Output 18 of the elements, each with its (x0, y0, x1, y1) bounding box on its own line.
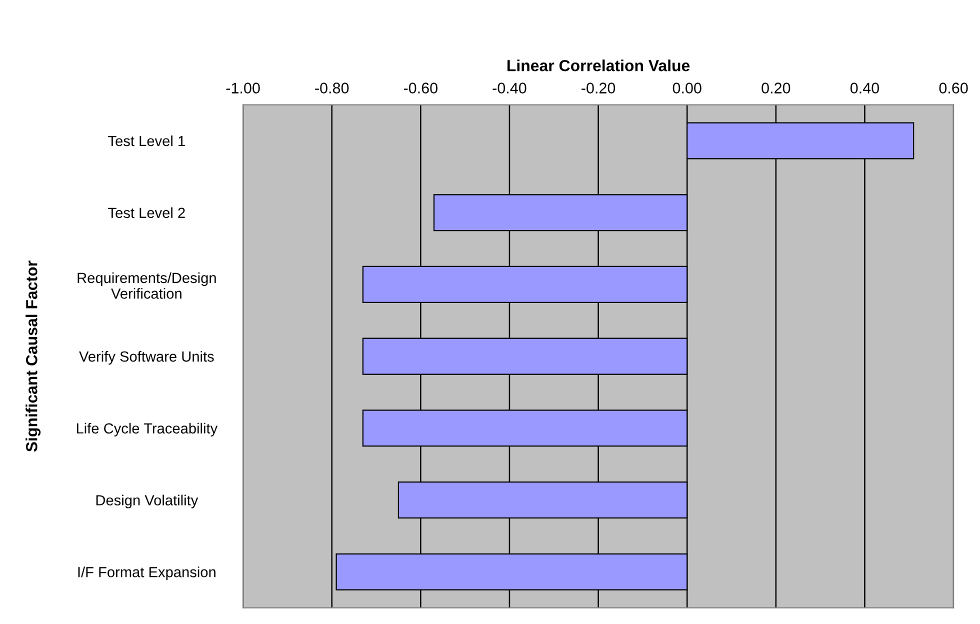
x-tick-label: -0.80 (315, 82, 349, 94)
y-tick-label: Requirements/Design Verification (78, 272, 216, 299)
y-tick-label: Verify Software Units (79, 351, 214, 365)
y-tick-label: Test Level 1 (108, 135, 185, 146)
x-tick-label: 0.60 (939, 82, 968, 94)
y-tick-label: Life Cycle Traceability (76, 422, 218, 436)
x-tick-label: -0.20 (582, 82, 616, 94)
x-tick-label: -0.40 (492, 82, 526, 94)
x-tick-label: 0.20 (762, 82, 790, 94)
x-tick-label: -0.60 (404, 82, 438, 94)
x-tick-label: 0.00 (672, 82, 702, 94)
y-axis-title: Significant Causal Factor (26, 260, 41, 452)
x-tick-label: -1.00 (226, 82, 260, 94)
y-tick-label: Design Volatility (96, 494, 198, 508)
chart-title: Linear Correlation Value (507, 60, 690, 72)
y-tick-label: I/F Format Expansion (78, 566, 216, 580)
x-tick-label: 0.40 (850, 82, 879, 94)
y-tick-label: Test Level 2 (108, 207, 185, 218)
